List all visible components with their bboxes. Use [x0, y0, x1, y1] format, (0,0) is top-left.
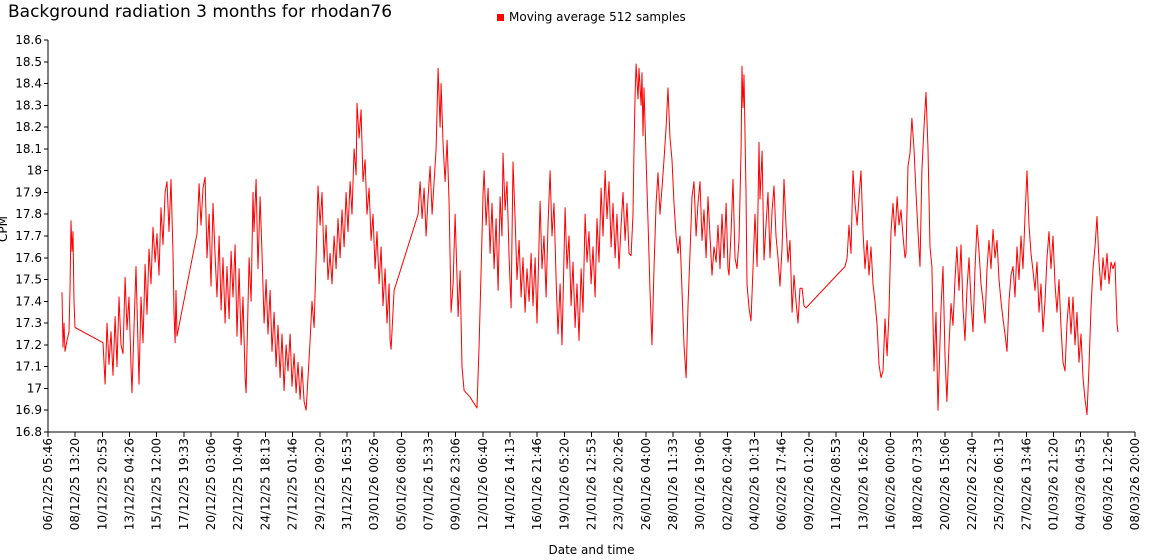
x-axis-title: Date and time	[549, 543, 635, 557]
y-tick-label: 17.7	[15, 229, 42, 243]
x-tick-label: 23/01/26 20:26	[612, 438, 626, 530]
x-tick-label: 08/03/26 20:00	[1128, 438, 1142, 530]
y-tick-label: 18.5	[15, 55, 42, 69]
legend: Moving average 512 samples	[497, 10, 686, 24]
x-tick-label: 10/12/25 20:53	[95, 438, 109, 530]
axes	[47, 40, 1135, 433]
x-tick-label: 06/03/26 12:26	[1101, 438, 1115, 530]
y-axis-title-clipped: CPM	[0, 216, 10, 242]
x-tick-label: 22/02/26 22:40	[965, 438, 979, 530]
y-tick-label: 17.4	[15, 294, 42, 308]
x-tick-label: 13/02/26 16:26	[856, 438, 870, 530]
x-tick-label: 24/12/25 18:13	[258, 438, 272, 530]
x-tick-label: 06/12/25 05:46	[41, 438, 55, 530]
x-tick-label: 08/12/25 13:20	[68, 438, 82, 530]
x-tick-label: 07/01/26 15:33	[421, 438, 435, 530]
x-tick-label: 16/02/26 00:00	[883, 438, 897, 530]
x-tick-label: 04/03/26 04:53	[1074, 438, 1088, 530]
x-tick-label: 20/12/25 03:06	[204, 438, 218, 530]
x-tick-label: 03/01/26 00:26	[367, 438, 381, 530]
x-tick-label: 13/12/25 04:26	[123, 438, 137, 530]
y-tick-label: 17.6	[15, 251, 42, 265]
x-tick-label: 27/02/26 13:46	[1019, 438, 1033, 530]
x-tick-label: 29/12/25 09:20	[313, 438, 327, 530]
y-tick-label: 17.5	[15, 273, 42, 287]
legend-color-swatch	[497, 13, 504, 21]
y-tick-label: 16.8	[15, 425, 42, 439]
legend-label: Moving average 512 samples	[509, 10, 686, 24]
y-tick-label: 17.3	[15, 316, 42, 330]
series-line	[61, 63, 1119, 416]
x-tick-label: 22/12/25 10:40	[231, 438, 245, 530]
x-tick-label: 04/02/26 10:13	[748, 438, 762, 530]
x-tick-label: 28/01/26 11:33	[666, 438, 680, 530]
x-tick-label: 20/02/26 15:06	[938, 438, 952, 530]
y-tick-label: 18	[27, 164, 42, 178]
y-tick-label: 18.6	[15, 33, 42, 47]
axis-spines	[47, 40, 1135, 433]
x-tick-label: 26/01/26 04:00	[639, 438, 653, 530]
x-tick-label: 30/01/26 19:06	[693, 438, 707, 530]
x-tick-label: 11/02/26 08:53	[829, 438, 843, 530]
x-tick-label: 01/03/26 21:20	[1046, 438, 1060, 530]
x-tick-label: 19/01/26 05:20	[557, 438, 571, 530]
y-tick-label: 17.8	[15, 207, 42, 221]
y-tick-label: 18.2	[15, 120, 42, 134]
x-tick-label: 05/01/26 08:00	[394, 438, 408, 530]
y-tick-label: 17.9	[15, 185, 42, 199]
x-tick-label: 25/02/26 06:13	[992, 438, 1006, 530]
y-tick-label: 17.2	[15, 338, 42, 352]
y-tick-label: 18.4	[15, 77, 42, 91]
y-tick-label: 18.3	[15, 98, 42, 112]
x-tick-label: 12/01/26 06:40	[476, 438, 490, 530]
x-tick-label: 02/02/26 02:40	[720, 438, 734, 530]
x-tick-label: 27/12/25 01:46	[286, 438, 300, 530]
x-axis-ticks: 06/12/25 05:46 08/12/25 13:20 10/12/25 20:…	[41, 432, 1142, 530]
x-tick-label: 15/12/25 12:00	[150, 438, 164, 530]
x-tick-label: 31/12/25 16:53	[340, 438, 354, 530]
x-tick-label: 17/12/25 19:33	[177, 438, 191, 530]
y-tick-label: 17	[27, 381, 42, 395]
x-tick-label: 09/01/26 23:06	[449, 438, 463, 530]
y-axis-ticks: 18.6 18.5 18.4 18.3 18.2 18.1 18 17.9 17.8 17.7 17…	[15, 33, 48, 439]
x-tick-label: 18/02/26 07:33	[911, 438, 925, 530]
x-tick-label: 09/02/26 01:20	[802, 438, 816, 530]
x-tick-label: 16/01/26 21:46	[530, 438, 544, 530]
y-tick-label: 16.9	[15, 403, 42, 417]
x-tick-label: 21/01/26 12:53	[585, 438, 599, 530]
x-tick-label: 14/01/26 14:13	[503, 438, 517, 530]
y-tick-label: 17.1	[15, 360, 42, 374]
y-tick-label: 18.1	[15, 142, 42, 156]
chart-title: Background radiation 3 months for rhodan…	[8, 2, 393, 22]
x-tick-label: 06/02/26 17:46	[775, 438, 789, 530]
